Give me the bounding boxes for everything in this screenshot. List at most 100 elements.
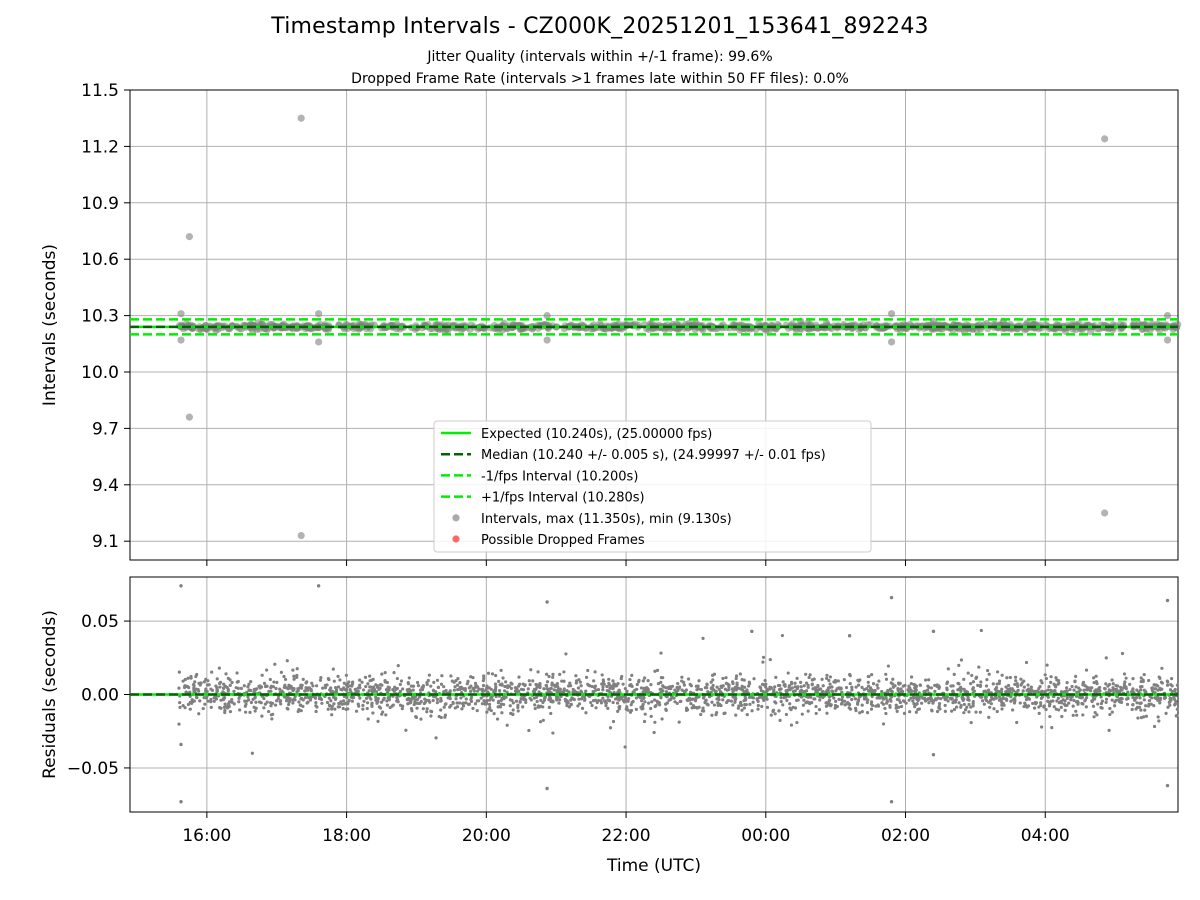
residual-point: [1019, 677, 1023, 681]
residual-point: [837, 686, 841, 690]
residual-point: [584, 689, 588, 693]
residual-point: [971, 680, 976, 684]
residual-point: [285, 706, 289, 710]
residual-point: [1097, 688, 1101, 692]
residual-point: [555, 695, 559, 699]
residual-point: [895, 709, 899, 713]
residual-point: [1077, 686, 1081, 690]
residual-point: [531, 679, 535, 683]
residual-point: [1150, 688, 1154, 692]
residuals-ytick-label: −0.05: [67, 759, 119, 779]
residual-point: [1070, 684, 1074, 689]
residual-point: [1085, 688, 1090, 692]
residual-point: [870, 672, 874, 677]
residual-point: [677, 685, 682, 689]
residual-point: [726, 682, 730, 686]
residual-point: [933, 689, 937, 694]
residual-point: [626, 708, 630, 712]
residual-point: [556, 687, 560, 691]
residual-point: [517, 675, 521, 679]
residual-point: [498, 705, 503, 709]
residual-point: [193, 680, 197, 684]
residual-point: [862, 697, 866, 701]
residual-point: [993, 687, 998, 691]
residual-point: [796, 698, 800, 702]
residual-point: [1039, 703, 1043, 707]
residual-point: [407, 701, 412, 705]
residual-point: [490, 672, 495, 676]
legend-entry: -1/fps Interval (10.200s): [481, 469, 638, 484]
residual-point: [1106, 684, 1110, 688]
residual-point: [927, 701, 931, 705]
residual-point: [591, 699, 596, 703]
residual-point: [967, 698, 971, 702]
intervals-ytick-label: 10.0: [81, 363, 119, 383]
residual-point: [275, 680, 279, 684]
residual-point: [1063, 699, 1067, 703]
residual-point: [869, 687, 873, 691]
residual-point: [217, 666, 221, 670]
residual-point: [502, 702, 506, 707]
residual-point: [497, 688, 502, 693]
residual-point: [1119, 696, 1124, 700]
residual-point: [893, 684, 897, 688]
residual-point: [471, 687, 475, 691]
residual-point: [263, 684, 268, 689]
residual-point: [943, 703, 947, 708]
residual-point: [866, 698, 870, 702]
residual-point: [320, 701, 324, 705]
residual-point: [1104, 697, 1109, 701]
residual-point: [941, 695, 946, 699]
residual-point: [625, 705, 629, 709]
residual-point: [510, 682, 514, 686]
residual-point: [1168, 703, 1172, 707]
residual-point: [1014, 675, 1018, 679]
residual-point: [1117, 689, 1121, 693]
residual-point: [381, 698, 385, 702]
residual-point: [259, 701, 263, 705]
residual-point: [729, 699, 734, 703]
residual-point: [594, 688, 598, 692]
residual-point: [254, 687, 259, 691]
residual-point: [204, 677, 208, 681]
residual-point: [611, 700, 615, 705]
residual-point: [537, 705, 542, 709]
residual-point: [579, 697, 584, 701]
residual-point: [1050, 689, 1054, 693]
residual-point: [593, 684, 597, 688]
residual-point: [952, 707, 957, 712]
residual-point: [1147, 678, 1151, 683]
residual-point: [821, 695, 825, 700]
residual-point: [786, 671, 790, 675]
residual-point: [854, 685, 858, 689]
residual-point: [336, 685, 341, 689]
residual-point: [1175, 683, 1180, 687]
residual-point: [716, 701, 720, 705]
residual-point: [821, 684, 825, 688]
residual-point: [1130, 707, 1134, 712]
residual-point: [1153, 687, 1158, 691]
legend-entry: Intervals, max (11.350s), min (9.130s): [481, 512, 732, 527]
residual-point: [480, 702, 485, 706]
residual-point: [498, 683, 502, 687]
residual-point: [366, 682, 370, 686]
residual-point: [886, 664, 890, 668]
xtick-label-00:00: 00:00: [741, 826, 790, 846]
residual-point: [1084, 668, 1089, 672]
residual-point: [1126, 690, 1130, 694]
residual-point: [267, 709, 271, 714]
residual-outlier-point: [316, 584, 321, 588]
residual-point: [860, 685, 864, 689]
residual-point: [291, 701, 295, 705]
residual-point: [837, 697, 841, 701]
residual-point: [623, 687, 627, 691]
interval-outlier-point: [177, 336, 185, 344]
residual-point: [390, 704, 394, 708]
residual-point: [354, 709, 359, 713]
residual-point: [789, 680, 794, 684]
residual-point: [795, 720, 799, 725]
residual-point: [443, 702, 447, 706]
residual-point: [350, 684, 354, 688]
residual-point: [628, 677, 632, 682]
